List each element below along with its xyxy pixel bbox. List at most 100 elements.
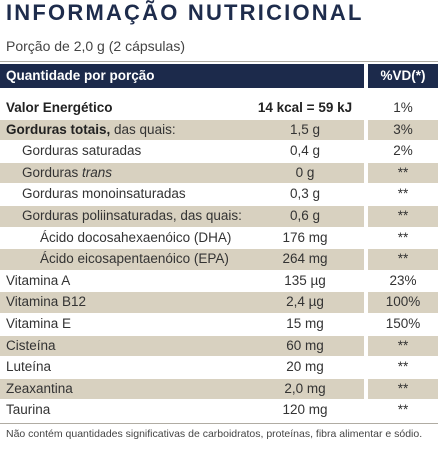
- row-cell: Luteína 20 mg: [0, 357, 364, 378]
- table-body: Valor Energético 14 kcal = 59 kJ 1% Gordura…: [0, 98, 438, 422]
- amount: 20 mg: [286, 359, 324, 375]
- daily-value: 3%: [368, 119, 438, 141]
- table-header: Quantidade por porção %VD(*): [0, 64, 438, 88]
- row-cell: Gorduras trans 0 g: [0, 162, 364, 184]
- table-row: Zeaxantina 2,0 mg **: [0, 378, 438, 401]
- row-cell: Zeaxantina 2,0 mg: [0, 378, 364, 400]
- row-cell: Gorduras poliinsaturadas, das quais: 0,6 …: [0, 205, 364, 227]
- amount: 0,3 g: [289, 186, 321, 202]
- label-text: Vitamina E: [6, 315, 72, 331]
- amount: 0,4 g: [289, 143, 321, 159]
- label-text: Gorduras saturadas: [22, 143, 142, 159]
- amount: 15 mg: [286, 315, 324, 331]
- label-text: Vitamina B12: [6, 294, 87, 310]
- table-row: Ácido eicosapentaenóico (EPA) 264 mg **: [0, 249, 438, 271]
- amount: 60 mg: [286, 337, 324, 353]
- row-label: Gorduras trans: [22, 163, 112, 184]
- daily-value: **: [397, 186, 409, 202]
- table-row: Cisteína 60 mg **: [0, 335, 438, 358]
- label-text: trans: [82, 164, 113, 180]
- label-text: Cisteína: [6, 337, 56, 353]
- footnote: Não contém quantidades significativas de…: [6, 428, 423, 440]
- table-row: Vitamina A 135 µg 23%: [0, 271, 438, 293]
- label-text: Luteína: [6, 359, 52, 375]
- row-cell: Gorduras totais, das quais: 1,5 g: [0, 119, 364, 141]
- table-row: Vitamina B12 2,4 µg 100%: [0, 292, 438, 314]
- amount: 2,4 µg: [286, 294, 324, 310]
- daily-value: **: [397, 402, 409, 418]
- daily-value: **: [368, 335, 438, 357]
- daily-value: **: [397, 229, 409, 245]
- row-label: Gorduras poliinsaturadas, das quais:: [22, 206, 242, 227]
- row-label: Gorduras saturadas: [22, 141, 141, 162]
- row-cell: Ácido docosahexaenóico (DHA) 176 mg: [0, 228, 364, 249]
- row-label: Gorduras totais, das quais:: [6, 120, 176, 141]
- row-cell: Gorduras saturadas 0,4 g: [0, 141, 364, 162]
- label-text: Gorduras: [22, 164, 83, 180]
- table-row: Ácido docosahexaenóico (DHA) 176 mg **: [0, 228, 438, 250]
- row-cell: Vitamina A 135 µg: [0, 271, 364, 292]
- label-text: Gorduras poliinsaturadas, das quais:: [22, 207, 242, 223]
- amount: 2,0 mg: [284, 380, 326, 396]
- row-cell: Ácido eicosapentaenóico (EPA) 264 mg: [0, 249, 364, 270]
- row-label: Ácido docosahexaenóico (DHA): [40, 228, 231, 249]
- row-label: Gorduras monoinsaturadas: [22, 184, 186, 205]
- table-row: Gorduras trans 0 g **: [0, 162, 438, 185]
- daily-value: 150%: [385, 315, 421, 331]
- row-cell: Cisteína 60 mg: [0, 335, 364, 357]
- label-text: Vitamina A: [6, 272, 71, 288]
- label-text: Zeaxantina: [6, 380, 73, 396]
- row-label: Luteína: [6, 357, 51, 378]
- table-row: Valor Energético 14 kcal = 59 kJ 1%: [0, 98, 438, 120]
- daily-value: **: [368, 249, 438, 270]
- daily-value: **: [397, 359, 409, 375]
- label-text: das quais:: [110, 121, 176, 137]
- table-row: Gorduras monoinsaturadas 0,3 g **: [0, 184, 438, 206]
- row-cell: Vitamina B12 2,4 µg: [0, 292, 364, 313]
- label-text: Gorduras totais,: [6, 121, 111, 137]
- label-text: Ácido docosahexaenóico (DHA): [40, 229, 232, 245]
- amount: 0 g: [295, 164, 315, 180]
- daily-value: 100%: [368, 292, 438, 313]
- label-text: Valor Energético: [6, 100, 113, 115]
- row-label: Ácido eicosapentaenóico (EPA): [40, 249, 229, 270]
- table-row: Taurina 120 mg **: [0, 400, 438, 422]
- amount: 135 µg: [284, 272, 326, 288]
- row-label: Taurina: [6, 400, 50, 421]
- column-header: %VD(*): [368, 64, 438, 88]
- row-label: Vitamina A: [6, 271, 70, 292]
- table-row: Vitamina E 15 mg 150%: [0, 314, 438, 336]
- daily-value: 2%: [393, 143, 413, 159]
- table-row: Gorduras totais, das quais: 1,5 g 3%: [0, 119, 438, 142]
- amount: 264 mg: [282, 251, 328, 267]
- row-label: Valor Energético: [6, 98, 113, 119]
- row-label: Cisteína: [6, 336, 56, 357]
- amount: 120 mg: [282, 402, 328, 418]
- table-row: Gorduras poliinsaturadas, das quais: 0,6 …: [0, 205, 438, 228]
- divider: [0, 423, 438, 424]
- daily-value: 1%: [393, 100, 413, 115]
- daily-value: **: [368, 162, 438, 184]
- table-row: Gorduras saturadas 0,4 g 2%: [0, 141, 438, 163]
- amount: 14 kcal = 59 kJ: [257, 100, 353, 115]
- table-row: Luteína 20 mg **: [0, 357, 438, 379]
- label-text: Ácido eicosapentaenóico (EPA): [40, 251, 229, 267]
- amount: 1,5 g: [289, 121, 321, 137]
- row-cell: Taurina 120 mg: [0, 400, 364, 421]
- daily-value: **: [368, 205, 438, 227]
- amount: 0,6 g: [289, 207, 321, 223]
- row-cell: Valor Energético 14 kcal = 59 kJ: [0, 98, 364, 119]
- divider: [0, 61, 438, 62]
- title: INFORMAÇÃO NUTRICIONAL: [6, 0, 364, 25]
- row-cell: Gorduras monoinsaturadas 0,3 g: [0, 184, 364, 205]
- daily-value: 23%: [389, 272, 417, 288]
- row-cell: Vitamina E 15 mg: [0, 314, 364, 335]
- amount: 176 mg: [282, 229, 328, 245]
- row-label: Vitamina E: [6, 314, 71, 335]
- row-label: Zeaxantina: [6, 379, 73, 400]
- column-header: Quantidade por porção: [0, 64, 364, 88]
- label-text: Taurina: [6, 402, 51, 418]
- daily-value: **: [368, 378, 438, 400]
- row-label: Vitamina B12: [6, 292, 86, 313]
